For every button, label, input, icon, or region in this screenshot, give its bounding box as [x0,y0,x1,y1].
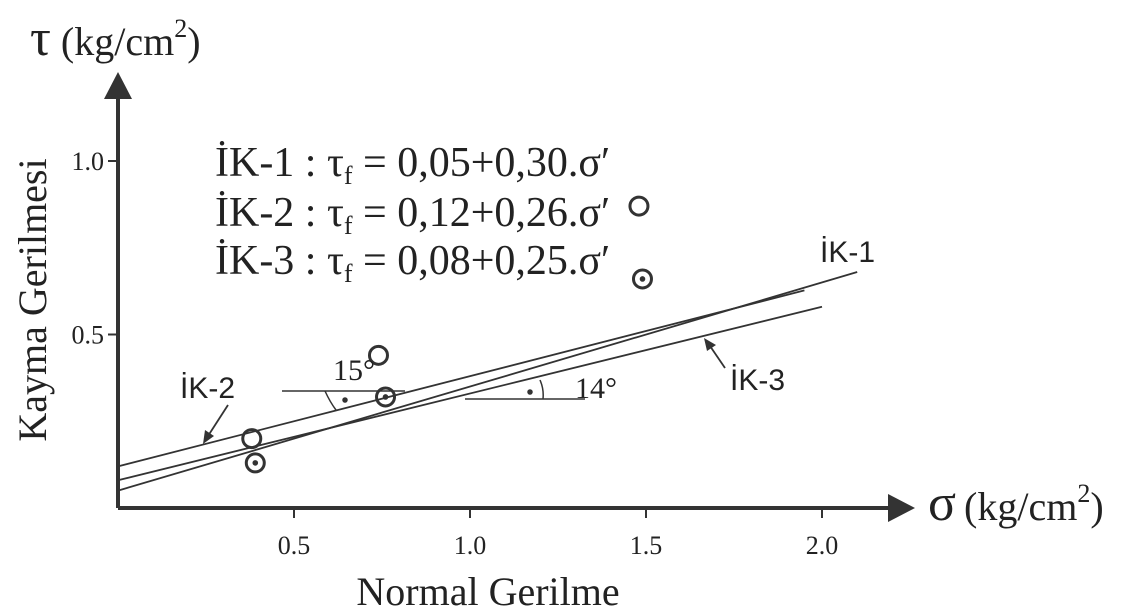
x-axis-symbol: σ [928,475,956,532]
x-axis-heading: σ (kg/cm2) [928,475,1104,532]
y-axis-label: Kayma Gerilmesi [10,158,55,441]
data-point-5 [631,268,653,290]
label-leaders [203,338,726,444]
y-axis-unit-sup: 2 [174,14,187,43]
y-axis-unit-close: ) [187,19,200,64]
equation-ik1: İK-1 : τf = 0,05+0,30.σ′ [215,140,610,190]
y-axis-arrow [104,72,132,99]
y-tick-label-0: 0.5 [72,321,105,350]
failure-envelopes [117,271,858,492]
ik3-leader [709,345,726,369]
x-tick-label-0: 0.5 [278,531,311,560]
angle-15-arc [324,390,337,411]
data-point-ring-4 [375,386,397,408]
ik3-leader-head [704,338,716,351]
equation-ik2-suffix: = 0,12+0,26.σ′ [353,190,611,236]
angle-label-14: 14° [575,372,617,405]
x-tick-label-3: 2.0 [806,531,839,560]
equation-ik2-sub: f [344,211,353,240]
series-label-ik1: İK-1 [820,236,875,269]
data-point-4 [375,386,397,408]
x-axis-unit-close: ) [1090,484,1103,529]
angle-14-arc [539,379,544,400]
y-axis-symbol: τ [30,10,51,67]
series-label-ik2: İK-2 [180,372,235,405]
data-point-ring-0 [241,428,263,450]
equation-ik3-suffix: = 0,08+0,25.σ′ [353,238,611,284]
series-label-ik3: İK-3 [730,364,785,397]
data-point-ring-3 [244,452,266,474]
x-axis-unit-sup: 2 [1077,479,1090,508]
data-point-ring-5 [631,268,653,290]
envelope-line-2 [117,289,805,468]
equation-ik1-sub: f [344,161,353,190]
equation-ik3-prefix: İK-3 : τ [215,238,344,284]
axes [104,72,915,522]
equation-ik2-prefix: İK-2 : τ [215,190,344,236]
data-point-ring-1 [367,344,389,366]
tick-labels: 0.51.01.52.00.51.01.52.0 [72,0,839,560]
data-point-3 [244,452,266,474]
data-point-dot-3 [252,460,259,466]
data-point-ring-2 [628,195,650,217]
data-point-1 [367,344,389,366]
x-axis-arrow [888,494,915,522]
angle-15-dot [342,397,348,403]
y-tick-label-2: 1.5 [72,0,105,3]
x-tick-label-1: 1.0 [454,531,487,560]
angle-14-dot [527,389,533,395]
y-axis-unit: (kg/cm [61,19,174,64]
equations: İK-1 : τf = 0,05+0,30.σ′ İK-2 : τf = 0,1… [215,140,610,288]
data-point-dot-4 [382,394,389,400]
y-axis-heading: τ (kg/cm2) [30,10,201,67]
ik2-leader [207,404,229,437]
data-point-dot-5 [639,276,646,282]
equation-ik3: İK-3 : τf = 0,08+0,25.σ′ [215,238,610,288]
x-axis-label: Normal Gerilme [356,569,619,612]
data-point-0 [241,428,263,450]
equation-ik1-prefix: İK-1 : τ [215,140,344,186]
equation-ik3-sub: f [344,259,353,288]
tick-marks [108,160,823,518]
equation-ik2: İK-2 : τf = 0,12+0,26.σ′ [215,190,610,240]
envelope-line-3 [117,305,823,482]
ik2-leader-head [203,430,214,444]
equation-ik1-suffix: = 0,05+0,30.σ′ [353,140,611,186]
data-point-2 [628,195,650,217]
x-axis-unit: (kg/cm [964,484,1077,529]
x-tick-label-2: 1.5 [630,531,663,560]
angle-annotations [282,379,585,411]
y-tick-label-1: 1.0 [72,147,105,176]
data-points [241,195,653,474]
angle-label-15: 15° [333,354,375,387]
